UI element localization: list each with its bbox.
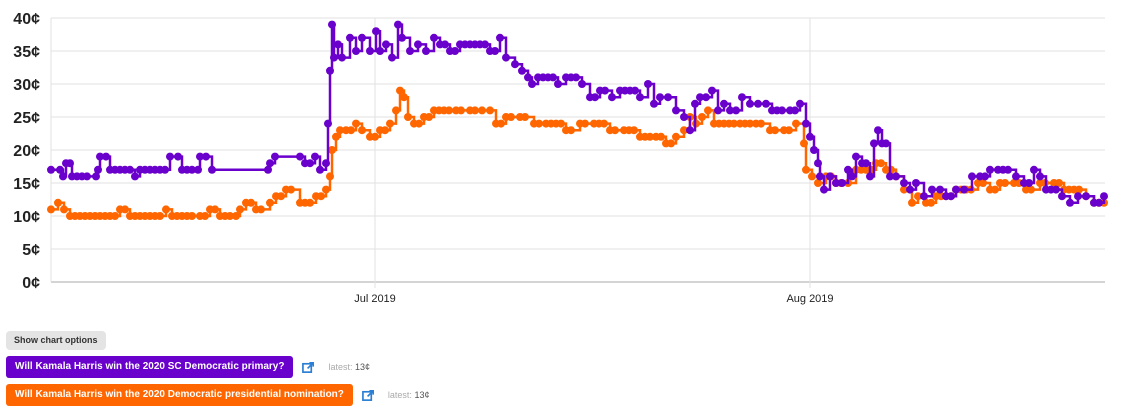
y-tick-label: 15¢ <box>13 176 40 193</box>
y-tick-label: 20¢ <box>13 143 40 160</box>
series-sc-primary <box>47 20 1108 207</box>
latest-price-nomination: latest: 13¢ <box>387 390 430 400</box>
y-tick-label: 30¢ <box>13 77 40 94</box>
chart-series <box>47 20 1108 220</box>
legend-label-nomination[interactable]: Will Kamala Harris win the 2020 Democrat… <box>6 384 353 406</box>
x-tick-label: Jul 2019 <box>354 293 396 305</box>
x-tick-label: Aug 2019 <box>786 293 833 305</box>
y-tick-label: 10¢ <box>13 209 40 226</box>
external-link-icon[interactable] <box>302 361 315 374</box>
legend-item-sc-primary: Will Kamala Harris win the 2020 SC Democ… <box>6 356 370 378</box>
y-tick-label: 5¢ <box>22 242 40 259</box>
legend-label-sc-primary[interactable]: Will Kamala Harris win the 2020 SC Democ… <box>6 356 294 378</box>
y-axis: 0¢ 5¢ 10¢ 15¢ 20¢ 25¢ 30¢ 35¢ 40¢ <box>13 11 40 292</box>
external-link-icon[interactable] <box>361 389 375 402</box>
x-axis: Jul 2019 Aug 2019 <box>354 293 833 305</box>
y-tick-label: 0¢ <box>22 275 40 292</box>
latest-price-sc-primary: latest: 13¢ <box>328 362 371 372</box>
legend-item-nomination: Will Kamala Harris win the 2020 Democrat… <box>6 384 429 406</box>
chart-grid <box>50 17 1105 288</box>
y-tick-label: 35¢ <box>13 44 40 61</box>
y-tick-label: 25¢ <box>13 110 40 127</box>
price-chart: 0¢ 5¢ 10¢ 15¢ 20¢ 25¢ 30¢ 35¢ 40¢ Jul 2019 Aug 20… <box>13 11 1108 305</box>
show-chart-options-button[interactable]: Show chart options <box>6 331 106 350</box>
y-tick-label: 40¢ <box>13 11 40 28</box>
